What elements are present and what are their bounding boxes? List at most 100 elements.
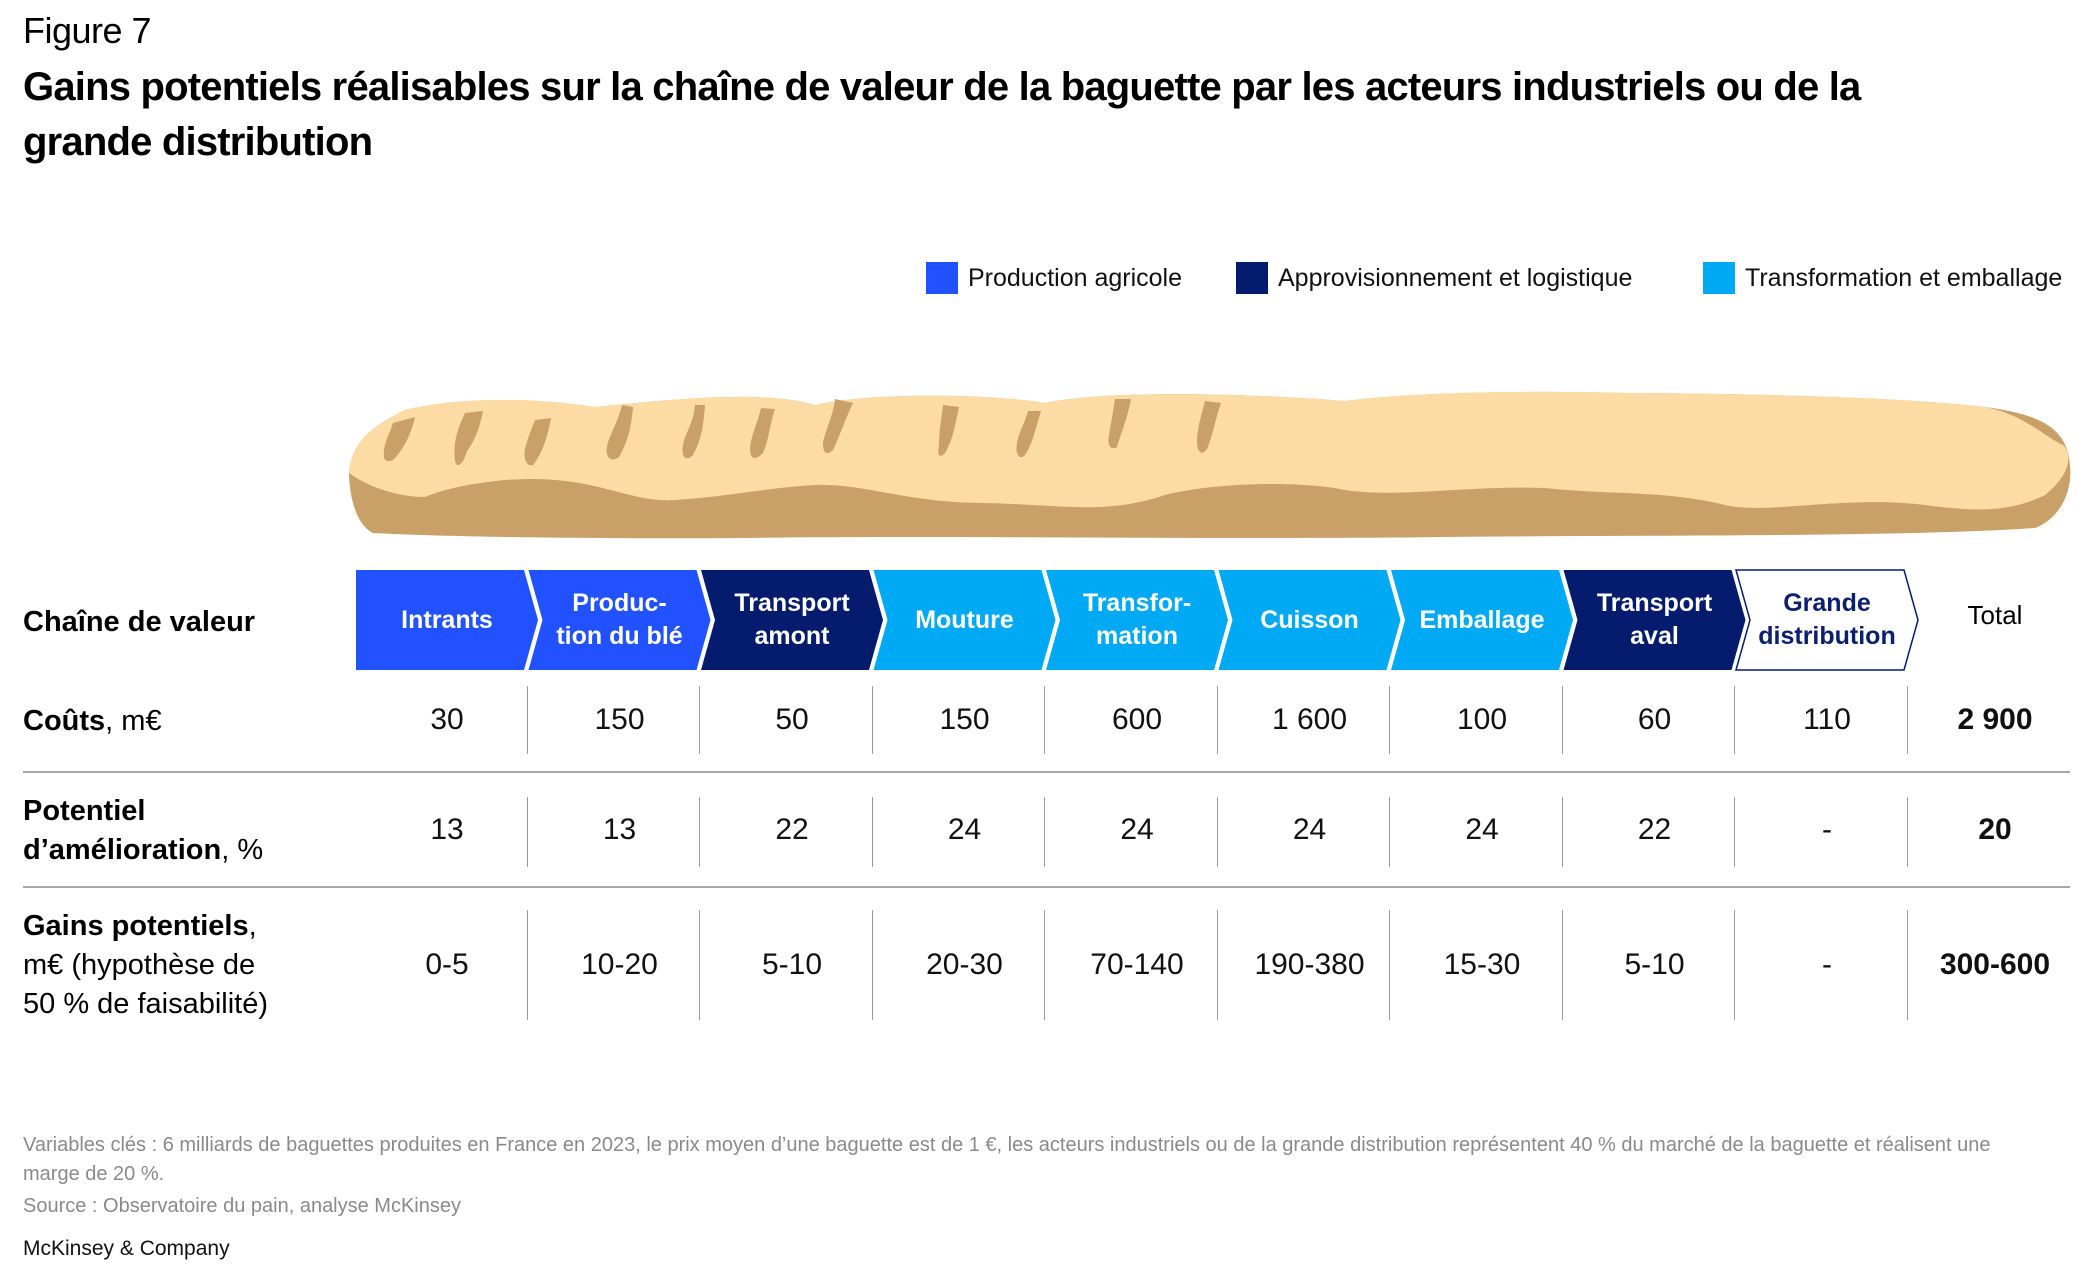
column-divider <box>1561 686 1563 754</box>
total-column-header: Total <box>1967 600 2023 630</box>
column-divider <box>1906 686 1908 754</box>
legend-swatch-transformation <box>1703 262 1735 294</box>
brand-footer: McKinsey & Company <box>23 1237 230 1260</box>
chevron-label: Transport amont <box>734 589 850 650</box>
chevron-cuisson <box>1218 570 1401 670</box>
cell-cost: 600 <box>1111 703 1163 736</box>
total-gains: 300-600 <box>1939 948 2051 981</box>
chevron-mouture <box>873 570 1056 670</box>
chevron-transport-amont <box>701 570 883 670</box>
cell-cost: 50 <box>775 703 809 736</box>
legend-label: Production agricole <box>968 263 1183 292</box>
cell-gains: 190-380 <box>1254 948 1365 981</box>
row-divider <box>23 886 2070 888</box>
chevron-label: Transport aval <box>1596 589 1713 650</box>
chevron-produc-tion-du-blé <box>528 570 711 670</box>
cell-potential: 13 <box>430 813 464 846</box>
legend-label: Transformation et emballage <box>1745 263 2063 292</box>
cell-cost: 150 <box>594 703 645 736</box>
row-divider <box>23 771 2070 773</box>
column-divider <box>871 686 873 754</box>
column-divider <box>1734 797 1735 867</box>
column-divider <box>526 797 528 867</box>
column-divider <box>699 686 700 754</box>
cell-cost: 110 <box>1803 703 1851 736</box>
total-cost: 2 900 <box>1957 703 2033 736</box>
column-divider <box>526 910 528 1020</box>
column-divider <box>1906 910 1908 1020</box>
cell-potential: 22 <box>775 813 809 846</box>
legend-swatch-production-agricole <box>926 262 958 294</box>
chevron-label: Transfor-mation <box>1082 589 1192 650</box>
column-divider <box>1561 797 1563 867</box>
column-divider <box>526 686 528 754</box>
column-divider <box>1216 686 1218 754</box>
column-divider <box>871 797 873 867</box>
cell-gains: 20-30 <box>926 948 1003 981</box>
column-divider <box>699 910 700 1020</box>
cell-gains: - <box>1822 948 1832 981</box>
chevron-label: Produc-tion du blé <box>556 589 683 650</box>
chevron-label: Emballage <box>1419 605 1545 634</box>
chevron-label: Mouture <box>915 605 1014 634</box>
cell-cost: 30 <box>430 703 464 736</box>
row-label-costs: Coûts, m€ <box>23 705 162 737</box>
column-divider <box>871 910 873 1020</box>
column-divider <box>1044 686 1045 754</box>
column-divider <box>1044 797 1045 867</box>
cell-cost: 150 <box>939 703 990 736</box>
legend-label: Approvisionnement et logistique <box>1278 263 1633 292</box>
baguette-illustration <box>349 391 2071 539</box>
figure-label: Figure 7 <box>23 10 152 51</box>
chevron-intrants <box>356 570 538 670</box>
cell-potential: 13 <box>602 813 637 846</box>
note-source: Source : Observatoire du pain, analyse M… <box>23 1195 461 1217</box>
cell-cost: 1 600 <box>1271 703 1348 736</box>
column-divider <box>1734 910 1735 1020</box>
cell-potential: 24 <box>1465 813 1499 846</box>
chevron-transfor-mation <box>1046 570 1228 670</box>
cell-gains: 15-30 <box>1443 948 1521 981</box>
cell-gains: 5-10 <box>1624 948 1685 981</box>
column-divider <box>699 797 700 867</box>
row-label-potential: Potentiel d’amélioration, % <box>23 795 264 866</box>
legend-item-production-agricole: Production agricole <box>926 262 1182 294</box>
cell-gains: 0-5 <box>425 948 469 981</box>
chevron-emballage <box>1391 570 1573 670</box>
cell-potential: 22 <box>1637 813 1672 846</box>
cell-potential: - <box>1822 813 1832 846</box>
column-divider <box>1044 910 1045 1020</box>
column-divider <box>1389 686 1390 754</box>
column-divider <box>1734 686 1735 754</box>
cell-gains: 10-20 <box>581 948 658 981</box>
column-divider <box>1906 797 1908 867</box>
value-chain-chevrons <box>356 569 1919 671</box>
cell-cost: 100 <box>1456 703 1508 736</box>
chevron-label: Grande distribution <box>1758 589 1896 650</box>
column-divider <box>1561 910 1563 1020</box>
column-divider <box>1389 910 1390 1020</box>
legend-item-transformation: Transformation et emballage <box>1703 262 2062 294</box>
chevron-transport-aval <box>1563 570 1746 670</box>
column-divider <box>1389 797 1390 867</box>
chevron-grande-distribution <box>1735 569 1919 671</box>
cell-potential: 24 <box>947 813 982 846</box>
column-divider <box>1216 910 1218 1020</box>
legend-item-approvisionnement: Approvisionnement et logistique <box>1236 262 1632 294</box>
column-divider <box>1216 797 1218 867</box>
cell-gains: 70-140 <box>1090 948 1184 981</box>
legend-swatch-approvisionnement <box>1236 262 1268 294</box>
note-variables: Variables clés : 6 milliards de baguette… <box>23 1134 1991 1185</box>
figure-title: Gains potentiels réalisables sur la chaî… <box>23 65 1861 164</box>
total-potential: 20 <box>1978 813 2012 846</box>
cell-cost: 60 <box>1637 703 1672 736</box>
cell-potential: 24 <box>1120 813 1154 846</box>
chevron-label: Cuisson <box>1260 605 1359 634</box>
row-label-gains: Gains potentiels, m€ (hypothèse de 50 % … <box>23 910 269 1020</box>
cell-potential: 24 <box>1292 813 1327 846</box>
baguette-score-marks <box>383 399 1221 466</box>
row-label-chain: Chaîne de valeur <box>23 606 256 638</box>
baguette-crumb <box>349 391 2069 510</box>
cell-gains: 5-10 <box>761 948 823 981</box>
chevron-label: Intrants <box>401 605 493 634</box>
